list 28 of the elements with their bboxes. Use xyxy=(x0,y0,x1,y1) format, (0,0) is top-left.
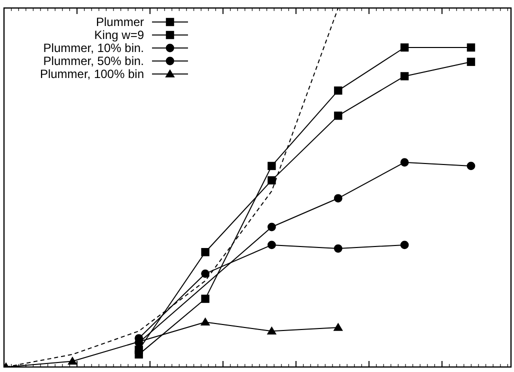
point xyxy=(466,58,476,66)
point xyxy=(400,240,409,250)
point xyxy=(68,357,77,365)
point xyxy=(200,318,210,326)
point xyxy=(334,86,342,95)
point xyxy=(267,326,276,334)
legend-label: Plummer, 100% bin xyxy=(40,67,144,81)
point xyxy=(268,176,276,184)
point xyxy=(466,43,476,52)
legend-label: Plummer, 50% bin. xyxy=(43,54,144,68)
point xyxy=(268,240,276,250)
legend-label: King w=9 xyxy=(94,28,144,42)
point xyxy=(268,222,276,232)
point xyxy=(400,158,409,167)
point xyxy=(334,323,343,331)
legend-label: Plummer xyxy=(96,15,144,29)
point xyxy=(400,72,409,80)
point xyxy=(201,294,210,303)
point xyxy=(268,162,276,170)
point xyxy=(201,269,210,278)
point xyxy=(334,244,342,253)
point xyxy=(466,162,476,170)
legend-label: Plummer, 10% bin. xyxy=(43,41,144,55)
point xyxy=(400,43,409,52)
point xyxy=(134,350,143,359)
point xyxy=(201,248,210,256)
point xyxy=(334,112,342,120)
point xyxy=(334,194,342,202)
